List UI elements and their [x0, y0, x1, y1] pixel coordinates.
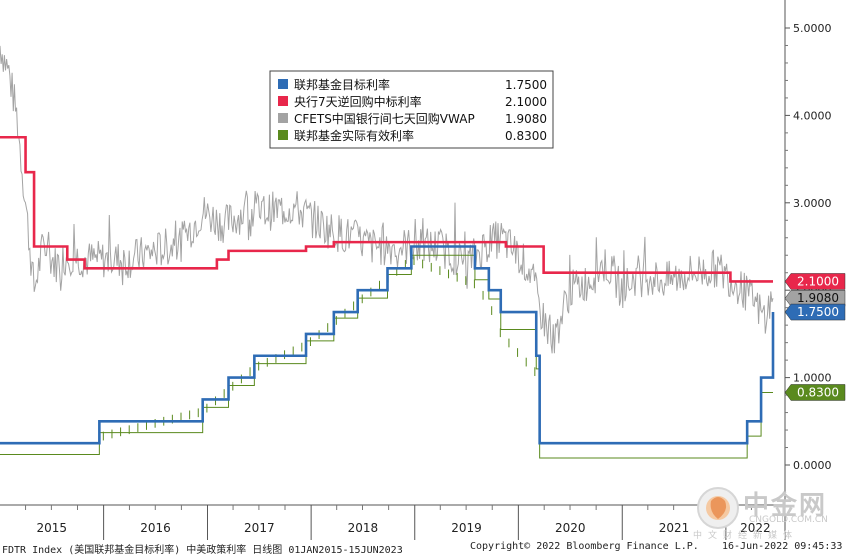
legend-swatch — [278, 130, 288, 140]
last-value-tag-text: 0.8300 — [797, 385, 839, 399]
footer-timestamp: 16-Jun-2022 09:45:33 — [722, 541, 843, 552]
series-layer — [0, 45, 775, 459]
last-value-tag-bg — [784, 384, 846, 401]
legend-swatch — [278, 79, 288, 89]
watermark-brand: 中金网 — [743, 491, 828, 521]
x-tick-label: 2017 — [244, 521, 275, 535]
watermark-logo-icon — [697, 487, 739, 529]
x-tick-label: 2022 — [740, 521, 771, 535]
last-value-tag-text: 1.9080 — [797, 291, 839, 305]
last-value-tag-text: 1.7500 — [797, 305, 839, 319]
y-tick-label: 5.0000 — [793, 22, 832, 35]
legend-series-value: 0.8300 — [505, 129, 547, 143]
series-line-2 — [0, 45, 774, 354]
legend-series-name: 央行7天逆回购中标利率 — [294, 94, 422, 109]
last-value-tag: 1.7500 — [784, 303, 846, 321]
x-tick-label: 2016 — [140, 521, 171, 535]
x-tick-label: 2020 — [555, 521, 586, 535]
series-line-0 — [0, 245, 775, 445]
y-tick-label: 1.0000 — [793, 372, 832, 385]
x-tick-label: 2015 — [37, 521, 68, 535]
x-tick-label: 2018 — [348, 521, 379, 535]
last-value-tag: 0.8300 — [784, 384, 846, 401]
legend-series-name: CFETS中国银行间七天回购VWAP — [294, 111, 475, 126]
y-tick-label: 0.0000 — [793, 459, 832, 472]
footer-copyright: Copyright© 2022 Bloomberg Finance L.P. — [470, 541, 699, 552]
watermark-url: CNGOLD.COM.CN — [749, 515, 828, 525]
chart-area: 0.00001.00002.00003.00004.00005.00002015… — [0, 0, 846, 540]
legend-series-name: 联邦基金实际有效利率 — [294, 128, 414, 143]
x-tick-label: 2021 — [659, 521, 690, 535]
legend-swatch — [278, 113, 288, 123]
last-value-tag-bg — [784, 289, 846, 307]
legend-series-value: 1.9080 — [505, 112, 547, 126]
legend-series-name: 联邦基金目标利率 — [294, 77, 390, 92]
last-value-tag: 2.1000 — [784, 273, 846, 290]
last-value-tag: 1.9080 — [784, 289, 846, 307]
y-tick-label: 3.0000 — [793, 197, 832, 210]
legend-swatch — [278, 96, 288, 106]
footer: FDTR Index (美国联邦基金目标利率) 中美政策利率 日线图 01JAN… — [0, 540, 846, 556]
x-tick-label: 2019 — [451, 521, 482, 535]
legend-box — [269, 70, 554, 149]
last-value-tag-bg — [784, 303, 846, 321]
series-line-1 — [0, 135, 773, 283]
legend: 联邦基金目标利率 1.7500 央行7天逆回购中标利率 2.1000 CFETS中国银行… — [269, 70, 554, 149]
y-tick-label: 4.0000 — [793, 109, 832, 122]
watermark: 中金网 CNGOLD.COM.CN 中文财经新媒体 — [693, 485, 843, 541]
last-value-tag-bg — [784, 273, 846, 290]
legend-series-value: 2.1000 — [505, 95, 547, 109]
legend-series-value: 1.7500 — [505, 78, 547, 92]
footer-index-info: FDTR Index (美国联邦基金目标利率) 中美政策利率 日线图 01JAN… — [2, 545, 403, 556]
watermark-tagline: 中文财经新媒体 — [693, 531, 799, 541]
last-value-tag-text: 2.1000 — [797, 274, 839, 288]
